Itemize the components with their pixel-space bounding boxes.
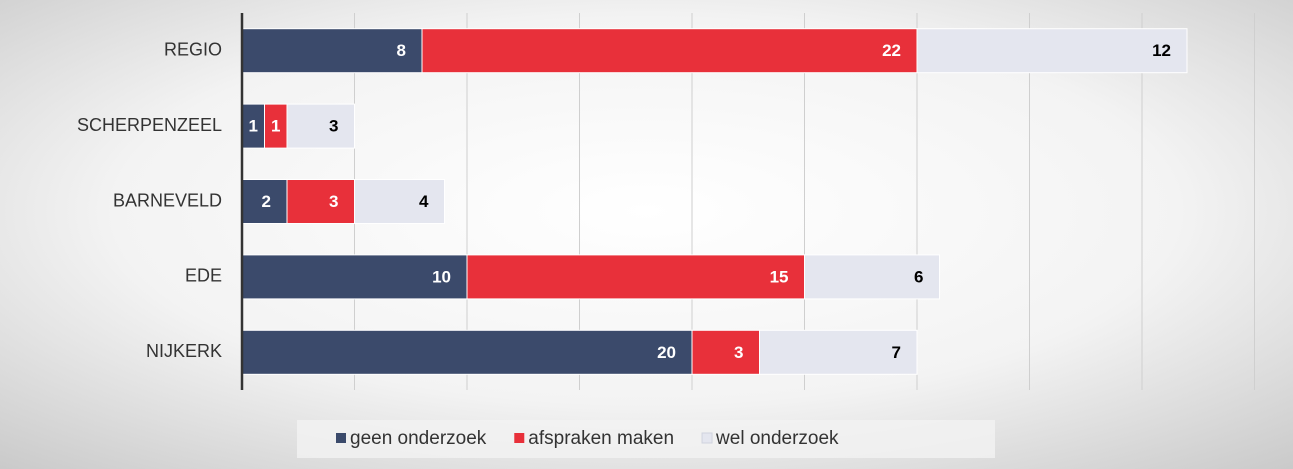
bar-segment — [466, 254, 805, 300]
data-label: 6 — [914, 267, 923, 286]
data-label: 22 — [882, 41, 901, 60]
bar-segment — [286, 179, 355, 224]
data-label: 3 — [734, 343, 743, 362]
data-label: 1 — [249, 117, 258, 136]
data-label: 1 — [271, 117, 280, 136]
data-label: 20 — [657, 343, 676, 362]
data-label: 8 — [397, 41, 406, 60]
bar-segment — [286, 103, 355, 149]
legend-marker — [514, 433, 525, 443]
bar-segment — [916, 28, 1188, 74]
data-label: 3 — [329, 192, 338, 211]
y-tick-label: REGIO — [164, 39, 222, 59]
bar-segment — [241, 329, 693, 375]
y-tick-label: SCHERPENZEEL — [77, 115, 222, 135]
legend-marker — [336, 433, 346, 443]
data-label: 4 — [419, 192, 429, 211]
legend-label: afspraken maken — [528, 428, 674, 449]
legend-box — [297, 420, 995, 458]
data-label: 2 — [262, 192, 271, 211]
bar-segment — [354, 179, 445, 224]
y-tick-label: NIJKERK — [146, 341, 222, 361]
bar-segment — [759, 329, 918, 375]
bar-segment — [804, 254, 940, 300]
bar-segment — [421, 28, 918, 74]
y-tick-label: BARNEVELD — [113, 190, 222, 210]
data-label: 15 — [770, 267, 789, 286]
bar-segment — [691, 329, 760, 375]
data-label: 3 — [329, 117, 338, 136]
data-label: 7 — [892, 343, 901, 362]
legend-label: geen onderzoek — [350, 428, 487, 449]
y-tick-label: EDE — [185, 266, 222, 286]
legend-marker — [701, 432, 713, 444]
data-label: 10 — [432, 267, 451, 286]
legend-label: wel onderzoek — [715, 428, 839, 449]
data-label: 12 — [1152, 41, 1171, 60]
bar-segment — [241, 28, 423, 74]
